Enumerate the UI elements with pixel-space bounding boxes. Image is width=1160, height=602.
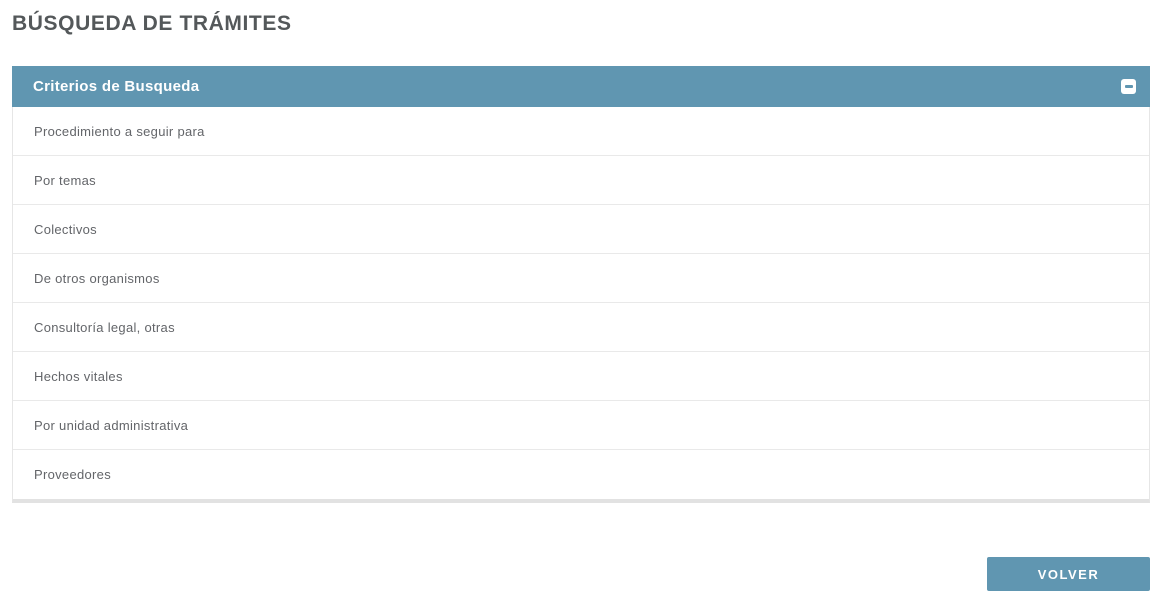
- criteria-row-consultoria-legal[interactable]: Consultoría legal, otras: [13, 303, 1149, 352]
- criteria-row-proveedores[interactable]: Proveedores: [13, 450, 1149, 499]
- page-title: BÚSQUEDA DE TRÁMITES: [12, 12, 292, 35]
- criteria-row-unidad-administrativa[interactable]: Por unidad administrativa: [13, 401, 1149, 450]
- criteria-row-label: Consultoría legal, otras: [34, 319, 175, 335]
- panel-header: Criterios de Busqueda: [12, 66, 1150, 107]
- criteria-row-label: Hechos vitales: [34, 368, 123, 384]
- criteria-row-label: De otros organismos: [34, 270, 160, 286]
- criteria-row-por-temas[interactable]: Por temas: [13, 156, 1149, 205]
- minus-glyph: [1124, 85, 1133, 88]
- criteria-row-label: Procedimiento a seguir para: [34, 123, 205, 139]
- search-criteria-panel: Criterios de Busqueda Procedimiento a se…: [12, 66, 1150, 503]
- panel-body: Procedimiento a seguir para Por temas Co…: [12, 107, 1150, 503]
- panel-header-title: Criterios de Busqueda: [33, 78, 200, 95]
- criteria-row-colectivos[interactable]: Colectivos: [13, 205, 1149, 254]
- collapse-icon[interactable]: [1121, 79, 1136, 94]
- criteria-row-label: Por unidad administrativa: [34, 417, 189, 433]
- criteria-row-otros-organismos[interactable]: De otros organismos: [13, 254, 1149, 303]
- criteria-row-procedimiento[interactable]: Procedimiento a seguir para: [13, 107, 1149, 156]
- criteria-row-hechos-vitales[interactable]: Hechos vitales: [13, 352, 1149, 401]
- criteria-row-label: Por temas: [34, 172, 96, 188]
- criteria-row-label: Proveedores: [34, 467, 112, 482]
- criteria-row-label: Colectivos: [34, 221, 97, 237]
- volver-button[interactable]: VOLVER: [987, 557, 1150, 591]
